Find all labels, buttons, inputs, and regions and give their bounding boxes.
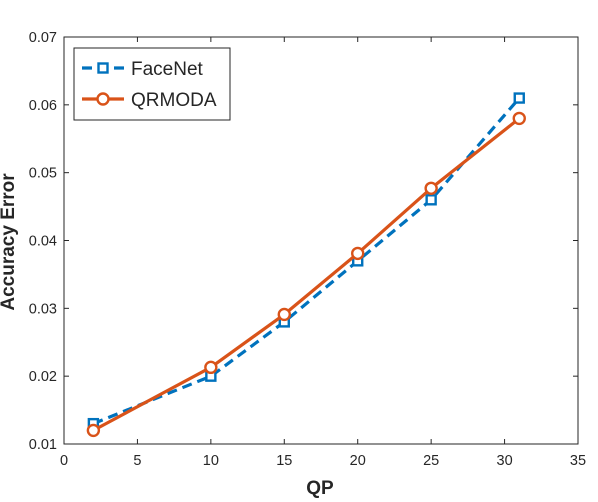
y-tick-label: 0.04 [29, 234, 57, 250]
y-tick-label: 0.07 [29, 30, 57, 46]
x-tick-label: 35 [570, 453, 586, 469]
data-point [204, 360, 218, 375]
series-qrmoda [86, 111, 526, 438]
y-tick-label: 0.03 [29, 301, 57, 317]
legend-box [73, 47, 231, 121]
legend: FaceNet QRMODA [73, 47, 231, 121]
series-layer [86, 92, 526, 438]
x-tick-label: 0 [60, 453, 68, 469]
data-point [425, 194, 437, 206]
x-axis-label: QP [306, 478, 334, 499]
data-point [513, 92, 525, 104]
legend-label: FaceNet [131, 59, 204, 80]
data-point [424, 181, 438, 195]
data-point [86, 423, 101, 438]
x-tick-label: 15 [276, 453, 292, 469]
x-tick-label: 10 [203, 453, 219, 469]
x-tick-label: 20 [350, 453, 366, 469]
x-tick-label: 5 [133, 453, 141, 469]
tick-labels: 0 5 10 15 20 25 30 35 0.01 0.02 0.03 0.04 0.05 0.06 0.… [29, 30, 586, 469]
legend-swatch-marker [96, 92, 110, 106]
data-point [351, 246, 365, 261]
data-point [277, 307, 291, 322]
legend-swatch-marker [97, 62, 109, 74]
series-line [92, 117, 521, 432]
y-axis-label: Accuracy Error [0, 173, 19, 311]
y-tick-label: 0.02 [29, 369, 57, 385]
y-tick-label: 0.01 [29, 437, 57, 453]
y-tick-label: 0.06 [29, 98, 57, 114]
axis-ticks [63, 36, 579, 445]
y-tick-label: 0.05 [29, 166, 57, 182]
legend-label: QRMODA [131, 90, 217, 111]
series-line [92, 97, 521, 426]
x-tick-label: 25 [423, 453, 439, 469]
data-point [512, 111, 526, 126]
x-tick-label: 30 [497, 453, 513, 469]
